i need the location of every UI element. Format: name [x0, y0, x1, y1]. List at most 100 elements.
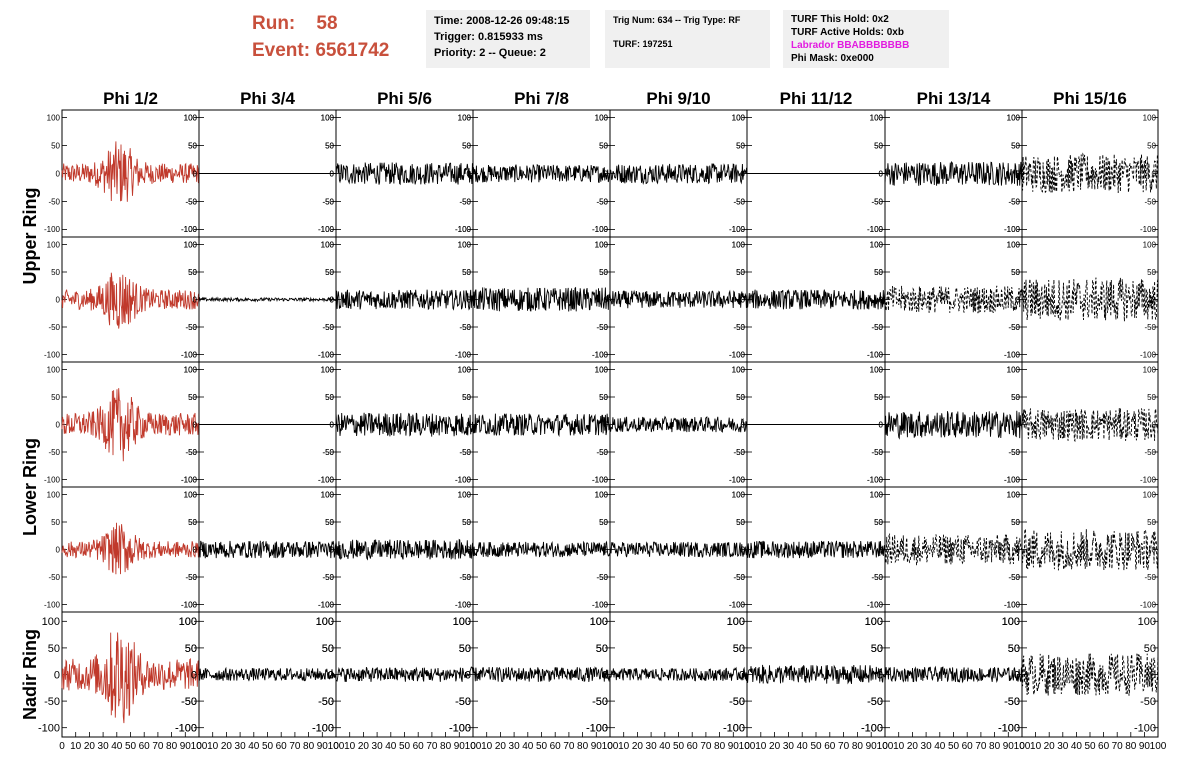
ytick-label-right: 50 [188, 141, 197, 150]
ytick-label-left: 100 [727, 616, 745, 628]
ytick-label-left: 100 [458, 113, 472, 122]
ytick-label-left: 100 [184, 490, 198, 499]
ytick-label-right: 50 [596, 643, 608, 655]
xtick-label: 80 [989, 741, 1001, 752]
xtick-label: 30 [235, 741, 247, 752]
ytick-label-right: 50 [462, 141, 471, 150]
xtick-label: 50 [1084, 741, 1096, 752]
ytick-label-right: 0 [1152, 169, 1157, 178]
ytick-label-right: 50 [459, 643, 471, 655]
ytick-label-right: 100 [732, 490, 746, 499]
ytick-label-right: -100 [998, 723, 1020, 735]
ytick-label-right: -100 [592, 475, 609, 484]
ytick-label-right: -50 [871, 323, 883, 332]
ytick-label-right: 100 [321, 240, 335, 249]
ytick-label-left: 100 [1007, 113, 1021, 122]
xtick-label: 0 [744, 741, 750, 752]
ytick-label-right: -100 [181, 600, 198, 609]
ytick-label-left: 50 [874, 268, 883, 277]
xtick-label: 30 [1057, 741, 1069, 752]
xtick-label: 60 [550, 741, 562, 752]
ytick-label-right: 0 [604, 545, 609, 554]
ytick-label-right: 50 [874, 393, 883, 402]
ytick-label-left: 100 [870, 365, 884, 374]
xtick-label: 0 [333, 741, 339, 752]
xtick-label: 20 [907, 741, 919, 752]
ytick-label-left: -50 [185, 448, 197, 457]
column-header-6: Phi 11/12 [780, 89, 853, 108]
ytick-label-left: 0 [879, 420, 884, 429]
run-event-box: Run: 58 Event: 6561742 [252, 10, 389, 64]
ytick-label-left: -100 [44, 350, 61, 359]
ytick-label-right: 50 [1011, 393, 1020, 402]
ytick-label-left: 100 [870, 240, 884, 249]
ytick-label-right: -100 [729, 225, 746, 234]
ytick-label-left: 50 [736, 268, 745, 277]
ytick-label-left: -50 [596, 448, 608, 457]
xtick-label: 90 [180, 741, 192, 752]
ytick-label-right: 100 [1143, 240, 1157, 249]
ytick-label-right: -100 [1140, 225, 1157, 234]
ytick-label-right: 50 [325, 393, 334, 402]
ytick-label-left: 0 [191, 669, 197, 681]
turf-active-text: TURF Active Holds: 0xb [791, 27, 904, 38]
ytick-label-left: 0 [604, 169, 609, 178]
ytick-label-right: 50 [599, 141, 608, 150]
ytick-label-right: 50 [1147, 141, 1156, 150]
xtick-label: 80 [852, 741, 864, 752]
ytick-label-right: 100 [184, 113, 198, 122]
ytick-label-right: 100 [865, 616, 883, 628]
ytick-label-left: -100 [729, 600, 746, 609]
ytick-label-left: 0 [330, 545, 335, 554]
ytick-label-left: 0 [741, 295, 746, 304]
ytick-label-left: 100 [47, 490, 61, 499]
ytick-label-left: -50 [592, 696, 608, 708]
xtick-label: 60 [687, 741, 699, 752]
ytick-label-right: -50 [322, 448, 334, 457]
ytick-label-right: 50 [874, 268, 883, 277]
ytick-label-left: 100 [595, 113, 609, 122]
ytick-label-left: 50 [1008, 643, 1020, 655]
xtick-label: 20 [632, 741, 644, 752]
turf-hold-text: TURF This Hold: 0x2 [791, 14, 889, 25]
xtick-label: 80 [1125, 741, 1137, 752]
xtick-label: 80 [577, 741, 589, 752]
ytick-label-right: -100 [729, 350, 746, 359]
ytick-label-left: 100 [321, 365, 335, 374]
ytick-label-left: -100 [861, 723, 883, 735]
trace-r1-c5 [609, 163, 748, 185]
ytick-label-left: -100 [1004, 475, 1021, 484]
ytick-label-left: -50 [867, 696, 883, 708]
ytick-label-right: -50 [1144, 197, 1156, 206]
xtick-label: 50 [399, 741, 411, 752]
xtick-label: 60 [413, 741, 425, 752]
ytick-label-left: 100 [184, 113, 198, 122]
ytick-label-right: -100 [318, 600, 335, 609]
ytick-label-left: -50 [1008, 323, 1020, 332]
ytick-label-left: 0 [193, 545, 198, 554]
ytick-label-left: 0 [56, 295, 61, 304]
ytick-label-left: -50 [1008, 448, 1020, 457]
ytick-label-left: 0 [879, 295, 884, 304]
trace-r2-c1 [61, 272, 200, 329]
ytick-label-left: 100 [47, 240, 61, 249]
ytick-label-right: 100 [1143, 365, 1157, 374]
run-label: Run: [252, 13, 296, 34]
ytick-label-right: 50 [322, 643, 334, 655]
ytick-label-right: -50 [1008, 323, 1020, 332]
ytick-label-left: 0 [467, 420, 472, 429]
turf-text: TURF: 197251 [613, 39, 673, 49]
column-header-7: Phi 13/14 [917, 89, 991, 108]
ytick-label-right: -100 [1004, 225, 1021, 234]
trace-r5-c6 [746, 664, 886, 685]
ytick-label-left: 100 [732, 113, 746, 122]
ytick-label-left: 50 [462, 268, 471, 277]
ytick-label-left: -100 [592, 350, 609, 359]
ytick-label-left: 100 [870, 490, 884, 499]
ytick-label-right: -100 [449, 723, 471, 735]
ytick-label-right: -100 [455, 350, 472, 359]
ytick-label-right: 100 [1143, 490, 1157, 499]
xtick-label: 100 [191, 741, 208, 752]
xtick-label: 10 [207, 741, 219, 752]
ytick-label-right: 50 [462, 268, 471, 277]
